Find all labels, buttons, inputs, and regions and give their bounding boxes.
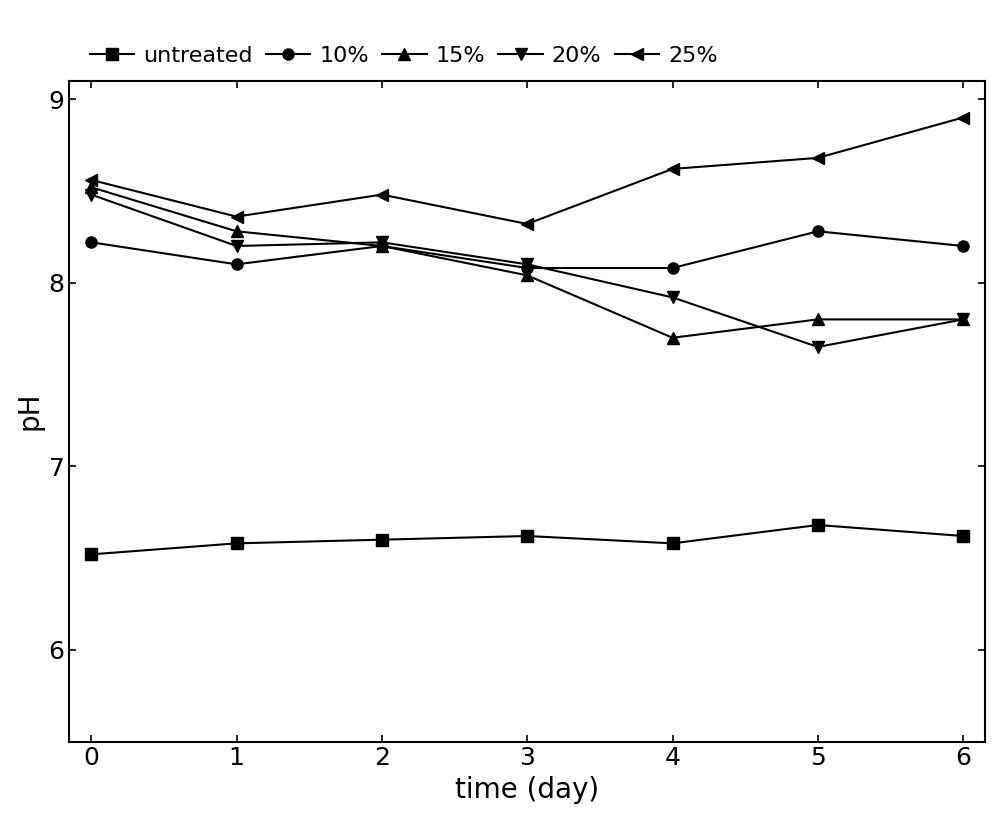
15% <box>667 333 679 342</box>
25% <box>667 164 679 174</box>
10% <box>231 260 243 269</box>
20% <box>231 241 243 251</box>
15% <box>376 241 388 251</box>
untreated <box>231 538 243 548</box>
20% <box>376 238 388 247</box>
20% <box>521 260 533 269</box>
20% <box>667 292 679 302</box>
Legend: untreated, 10%, 15%, 20%, 25%: untreated, 10%, 15%, 20%, 25% <box>90 46 718 66</box>
Line: untreated: untreated <box>86 519 969 560</box>
15% <box>957 314 969 324</box>
25% <box>957 112 969 122</box>
untreated <box>85 550 97 559</box>
25% <box>521 219 533 229</box>
Y-axis label: pH: pH <box>15 392 43 431</box>
10% <box>812 226 824 236</box>
untreated <box>521 531 533 541</box>
25% <box>376 190 388 200</box>
20% <box>957 314 969 324</box>
10% <box>85 238 97 247</box>
15% <box>812 314 824 324</box>
10% <box>957 241 969 251</box>
X-axis label: time (day): time (day) <box>455 776 599 804</box>
Line: 15%: 15% <box>86 182 969 343</box>
25% <box>812 153 824 163</box>
15% <box>85 183 97 192</box>
untreated <box>667 538 679 548</box>
10% <box>521 263 533 273</box>
10% <box>667 263 679 273</box>
untreated <box>957 531 969 541</box>
untreated <box>812 520 824 530</box>
20% <box>812 342 824 352</box>
15% <box>521 270 533 280</box>
untreated <box>376 535 388 545</box>
Line: 10%: 10% <box>86 226 969 274</box>
10% <box>376 241 388 251</box>
25% <box>231 211 243 221</box>
15% <box>231 226 243 236</box>
25% <box>85 175 97 185</box>
Line: 20%: 20% <box>86 189 969 352</box>
Line: 25%: 25% <box>86 112 969 229</box>
20% <box>85 190 97 200</box>
